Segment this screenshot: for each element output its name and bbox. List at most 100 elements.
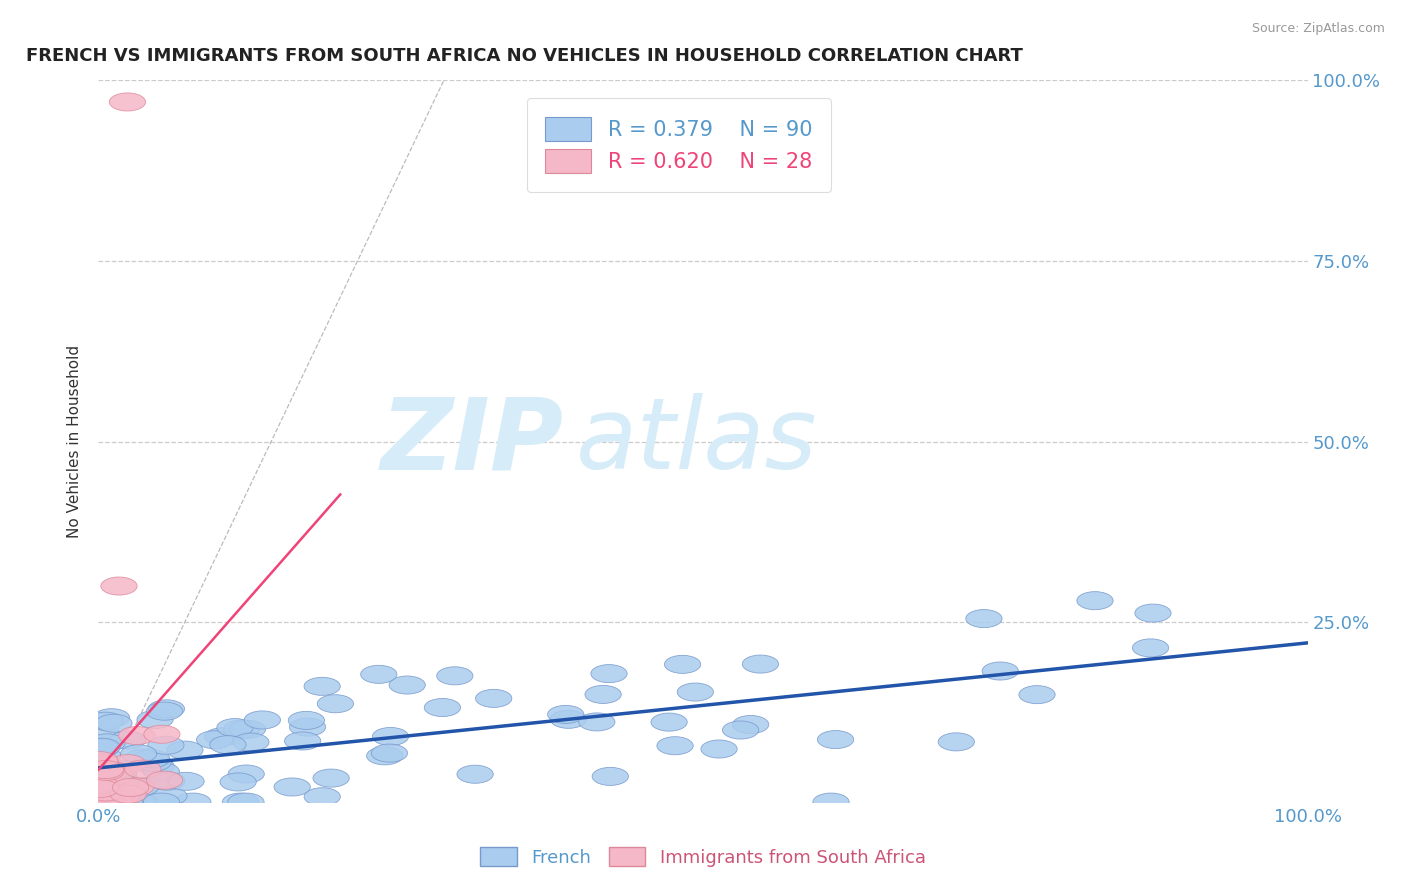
Ellipse shape [304, 788, 340, 805]
Ellipse shape [209, 736, 246, 754]
Text: ZIP: ZIP [381, 393, 564, 490]
Ellipse shape [82, 776, 118, 794]
Ellipse shape [122, 778, 159, 796]
Ellipse shape [167, 772, 204, 790]
Ellipse shape [437, 667, 472, 685]
Ellipse shape [457, 765, 494, 783]
Ellipse shape [136, 710, 173, 729]
Ellipse shape [83, 739, 120, 757]
Ellipse shape [733, 715, 769, 733]
Ellipse shape [150, 787, 187, 805]
Ellipse shape [651, 713, 688, 731]
Ellipse shape [1132, 639, 1168, 657]
Ellipse shape [304, 677, 340, 696]
Ellipse shape [97, 767, 134, 785]
Ellipse shape [233, 733, 269, 751]
Ellipse shape [110, 785, 146, 804]
Text: FRENCH VS IMMIGRANTS FROM SOUTH AFRICA NO VEHICLES IN HOUSEHOLD CORRELATION CHAR: FRENCH VS IMMIGRANTS FROM SOUTH AFRICA N… [25, 47, 1022, 65]
Ellipse shape [101, 577, 138, 595]
Ellipse shape [143, 725, 180, 743]
Ellipse shape [146, 702, 183, 720]
Ellipse shape [592, 767, 628, 786]
Ellipse shape [103, 793, 139, 811]
Ellipse shape [591, 665, 627, 682]
Ellipse shape [371, 744, 408, 762]
Ellipse shape [817, 731, 853, 748]
Ellipse shape [89, 793, 125, 811]
Ellipse shape [938, 733, 974, 751]
Ellipse shape [96, 714, 132, 732]
Ellipse shape [110, 755, 146, 772]
Ellipse shape [702, 740, 737, 758]
Ellipse shape [101, 760, 138, 778]
Ellipse shape [547, 706, 583, 723]
Ellipse shape [82, 752, 118, 770]
Ellipse shape [84, 739, 120, 756]
Ellipse shape [389, 676, 426, 694]
Ellipse shape [425, 698, 461, 716]
Ellipse shape [966, 609, 1002, 628]
Ellipse shape [125, 760, 160, 778]
Ellipse shape [813, 793, 849, 811]
Ellipse shape [125, 749, 162, 767]
Ellipse shape [110, 731, 146, 749]
Ellipse shape [579, 713, 614, 731]
Ellipse shape [87, 762, 124, 780]
Ellipse shape [100, 775, 136, 793]
Ellipse shape [87, 763, 124, 780]
Ellipse shape [143, 793, 180, 811]
Ellipse shape [83, 793, 120, 811]
Ellipse shape [373, 728, 409, 746]
Ellipse shape [148, 736, 184, 755]
Ellipse shape [93, 708, 129, 727]
Ellipse shape [82, 754, 118, 772]
Ellipse shape [143, 763, 180, 780]
Ellipse shape [121, 745, 156, 763]
Ellipse shape [475, 690, 512, 707]
Ellipse shape [1135, 604, 1171, 622]
Y-axis label: No Vehicles in Household: No Vehicles in Household [67, 345, 83, 538]
Text: Source: ZipAtlas.com: Source: ZipAtlas.com [1251, 22, 1385, 36]
Ellipse shape [93, 762, 129, 780]
Ellipse shape [678, 683, 713, 701]
Ellipse shape [149, 772, 186, 790]
Ellipse shape [224, 720, 260, 738]
Ellipse shape [361, 665, 396, 683]
Ellipse shape [290, 718, 326, 736]
Ellipse shape [284, 732, 321, 750]
Ellipse shape [367, 747, 404, 764]
Text: atlas: atlas [576, 393, 818, 490]
Ellipse shape [665, 656, 700, 673]
Ellipse shape [228, 765, 264, 783]
Ellipse shape [245, 711, 280, 729]
Ellipse shape [550, 710, 586, 729]
Ellipse shape [87, 761, 124, 779]
Ellipse shape [89, 783, 124, 801]
Ellipse shape [98, 778, 135, 796]
Ellipse shape [112, 779, 149, 797]
Ellipse shape [228, 793, 264, 811]
Ellipse shape [107, 793, 142, 811]
Ellipse shape [167, 741, 202, 759]
Ellipse shape [103, 789, 139, 806]
Ellipse shape [288, 711, 325, 730]
Ellipse shape [585, 685, 621, 704]
Ellipse shape [205, 728, 240, 746]
Ellipse shape [742, 655, 779, 673]
Ellipse shape [105, 773, 141, 791]
Legend: French, Immigrants from South Africa: French, Immigrants from South Africa [474, 840, 932, 874]
Ellipse shape [134, 749, 170, 768]
Legend: R = 0.379    N = 90, R = 0.620    N = 28: R = 0.379 N = 90, R = 0.620 N = 28 [527, 98, 831, 192]
Ellipse shape [148, 700, 184, 718]
Ellipse shape [135, 753, 172, 772]
Ellipse shape [222, 793, 259, 811]
Ellipse shape [138, 757, 174, 775]
Ellipse shape [87, 712, 124, 731]
Ellipse shape [219, 773, 256, 791]
Ellipse shape [1077, 591, 1114, 610]
Ellipse shape [1019, 686, 1054, 704]
Ellipse shape [100, 765, 136, 784]
Ellipse shape [82, 780, 118, 797]
Ellipse shape [318, 695, 353, 713]
Ellipse shape [89, 779, 125, 797]
